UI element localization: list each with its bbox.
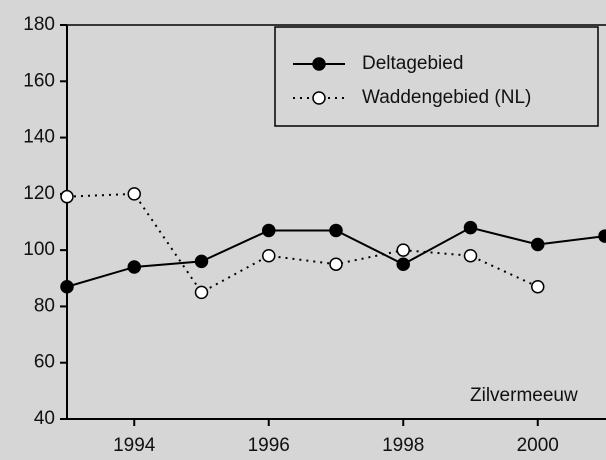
legend-marker <box>312 91 326 105</box>
y-tick-label: 140 <box>23 127 55 148</box>
y-tick-label: 80 <box>34 295 55 316</box>
series-line <box>66 192 539 294</box>
marker <box>531 279 545 294</box>
x-tick-label: 1994 <box>113 435 156 456</box>
marker <box>127 187 141 201</box>
marker <box>262 249 276 263</box>
marker <box>396 257 410 271</box>
x-tick-label: 1996 <box>248 435 290 456</box>
marker <box>329 223 343 238</box>
y-tick-label: 100 <box>23 239 55 260</box>
y-tick-label: 160 <box>23 70 55 91</box>
marker <box>531 237 545 252</box>
marker <box>194 285 209 300</box>
y-tick-label: 60 <box>34 352 55 373</box>
marker <box>60 189 74 204</box>
y-tick-label: 120 <box>23 183 55 204</box>
marker <box>127 260 141 274</box>
marker <box>463 220 478 235</box>
y-tick-label: 180 <box>23 14 55 35</box>
x-tick-label: 2000 <box>517 435 559 456</box>
x-tick-label: 1998 <box>382 435 424 456</box>
marker <box>396 243 410 257</box>
marker <box>60 279 74 294</box>
marker <box>262 223 276 238</box>
y-tick-label: 40 <box>34 408 55 429</box>
legend-box <box>274 26 599 127</box>
legend-label: Waddengebied (NL) <box>362 87 531 108</box>
marker <box>194 254 209 269</box>
marker <box>329 257 343 271</box>
annotation: Zilvermeeuw <box>470 385 578 406</box>
marker <box>598 229 606 243</box>
legend-marker <box>312 57 326 71</box>
marker <box>463 249 478 263</box>
legend-label: Deltagebied <box>362 53 463 74</box>
